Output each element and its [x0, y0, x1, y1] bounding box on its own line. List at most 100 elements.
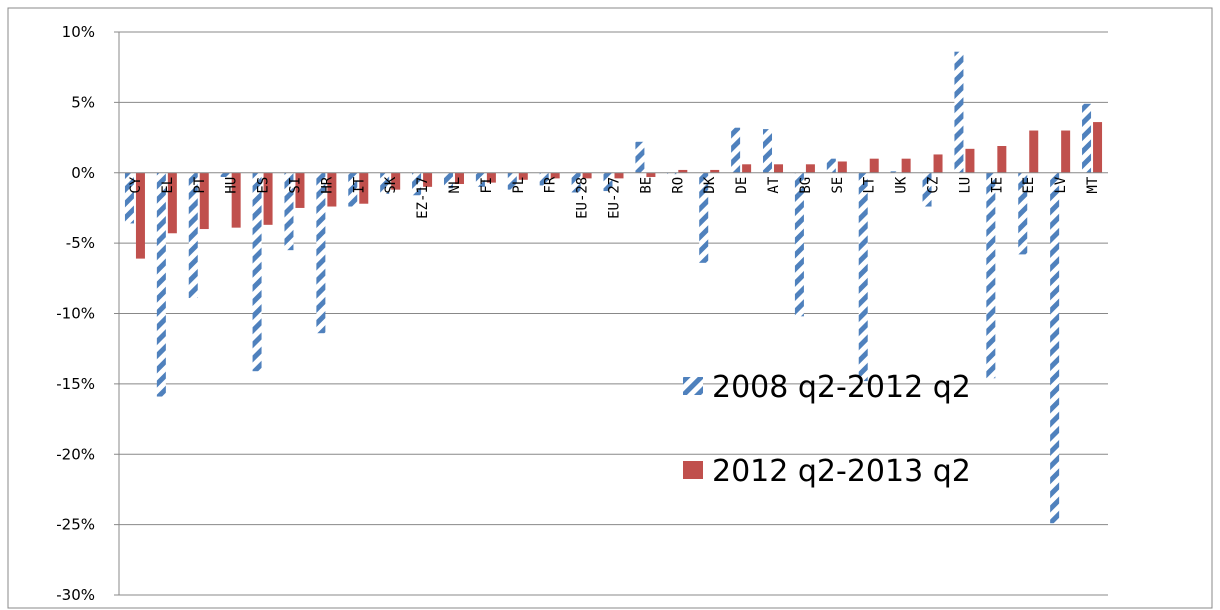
category-label-pt: PT — [192, 176, 208, 193]
bar-series2-cy — [135, 172, 145, 259]
bar-series2-ez-17 — [423, 172, 433, 187]
bar-series2-lt — [869, 158, 879, 173]
category-label-be: BE — [638, 177, 654, 194]
category-label-ez-17: EZ-17 — [415, 177, 431, 219]
bar-series2-nl — [454, 172, 464, 185]
y-tick-label: -25% — [56, 516, 95, 534]
bar-series2-el — [167, 172, 177, 234]
category-label-bg: BG — [798, 177, 814, 194]
bar-series1-eu-27 — [603, 172, 613, 192]
category-label-es: ES — [256, 177, 272, 194]
y-tick-label: -30% — [56, 586, 95, 604]
bar-series2-si — [295, 172, 305, 208]
bar-series1-cy — [124, 172, 134, 224]
bar-series2-uk — [901, 158, 911, 173]
category-label-ee: EE — [1021, 177, 1037, 194]
bar-series1-ro — [667, 172, 677, 175]
category-label-lu: LU — [957, 177, 973, 194]
bar-series1-bg — [794, 172, 804, 317]
bar-series2-mt — [1093, 122, 1103, 173]
axes — [118, 32, 1108, 595]
legend: 2008 q2-2012 q2 2012 q2-2013 q2 — [683, 370, 971, 489]
bars — [124, 51, 1103, 524]
bar-series1-lv — [1050, 172, 1060, 524]
bar-series1-fr — [539, 172, 549, 186]
bar-series2-cz — [933, 154, 943, 173]
y-tick-label: 10% — [62, 23, 95, 41]
category-label-eu-27: EU-27 — [607, 177, 623, 219]
category-label-si: SI — [287, 177, 303, 194]
y-axis-tick-labels: 10% 5% 0% -5% -10% -15% -20% -25% -30% — [56, 23, 95, 604]
y-tick-label: -10% — [56, 305, 95, 323]
bar-series1-uk — [890, 171, 900, 173]
category-label-ie: IE — [989, 177, 1005, 194]
bar-series1-mt — [1082, 103, 1092, 173]
category-label-pl: PL — [511, 177, 527, 194]
y-tick-label: 0% — [71, 164, 95, 182]
bar-series1-ez-17 — [412, 172, 422, 196]
category-label-hr: HR — [319, 176, 335, 193]
bar-series2-eu-28 — [582, 172, 592, 179]
category-label-se: SE — [830, 177, 846, 194]
bar-series1-dk — [699, 172, 709, 263]
bar-series2-fr — [550, 172, 560, 179]
bar-series1-de — [731, 127, 741, 173]
category-label-nl: NL — [447, 177, 463, 194]
bar-series2-be — [646, 172, 656, 177]
bar-series2-es — [263, 172, 273, 225]
bar-series1-nl — [443, 172, 453, 189]
bar-series1-fi — [475, 172, 485, 187]
category-label-fr: FR — [543, 176, 559, 193]
bar-series2-pt — [199, 172, 209, 230]
category-label-el: EL — [160, 177, 176, 194]
bar-series2-lv — [1061, 130, 1071, 173]
bar-series2-dk — [710, 169, 720, 173]
bar-series2-bg — [805, 164, 815, 173]
legend-label-series1: 2008 q2-2012 q2 — [712, 370, 971, 405]
bar-series2-se — [837, 161, 847, 173]
bar-series2-lu — [965, 148, 975, 173]
bar-series1-it — [348, 172, 358, 207]
bar-series1-lu — [954, 51, 964, 173]
legend-label-series2: 2012 q2-2013 q2 — [712, 454, 971, 489]
bar-series2-ee — [1029, 130, 1039, 173]
category-label-eu-28: EU-28 — [575, 177, 591, 219]
bar-series1-pl — [507, 172, 517, 190]
bar-series1-ee — [1018, 172, 1028, 255]
y-tick-label: 5% — [71, 93, 95, 111]
bar-series2-fi — [486, 172, 496, 183]
category-label-mt: MT — [1085, 176, 1101, 193]
bar-series1-si — [284, 172, 294, 251]
category-label-uk: UK — [894, 176, 910, 193]
bar-series2-de — [742, 164, 752, 173]
bar-series2-at — [774, 164, 784, 173]
bar-series1-el — [156, 172, 166, 397]
bar-series2-hu — [231, 172, 241, 228]
category-label-cy: CY — [128, 176, 144, 193]
category-label-ro: RO — [670, 177, 686, 194]
bar-series1-cz — [922, 172, 932, 207]
legend-swatch-series2 — [683, 461, 703, 479]
bar-series1-ie — [986, 172, 996, 379]
gridlines — [114, 31, 1108, 596]
category-label-de: DE — [734, 177, 750, 194]
bar-series1-sk — [380, 172, 390, 194]
category-label-dk: DK — [702, 176, 718, 193]
bar-series2-ie — [997, 146, 1007, 173]
bar-series1-hu — [220, 172, 230, 177]
bar-series1-at — [763, 129, 773, 173]
category-label-at: AT — [766, 176, 782, 193]
bar-series1-eu-28 — [571, 172, 581, 193]
category-label-lt: LT — [862, 176, 878, 193]
y-tick-label: -15% — [56, 375, 95, 393]
bar-series1-es — [252, 172, 262, 372]
bar-series2-hr — [327, 172, 337, 207]
chart-border — [7, 7, 1213, 609]
bar-series2-it — [359, 172, 369, 204]
category-label-lv: LV — [1053, 176, 1069, 193]
bar-series1-pt — [188, 172, 198, 299]
bar-series1-lt — [858, 172, 868, 382]
category-label-fi: FI — [479, 177, 495, 194]
bar-series2-sk — [391, 172, 401, 190]
